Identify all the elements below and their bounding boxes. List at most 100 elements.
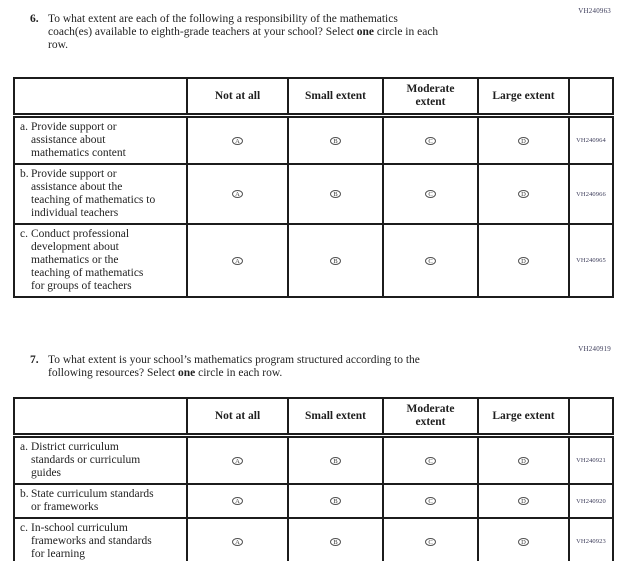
- row-label-cell: b. State curriculum standards or framewo…: [13, 483, 188, 519]
- row-letter: a.: [20, 121, 28, 133]
- bubble-not-at-all[interactable]: A: [232, 456, 243, 465]
- bubble-small-extent[interactable]: B: [330, 456, 341, 465]
- option-cell-small-extent: B: [287, 223, 384, 298]
- question-7-text: To what extent is your school’s mathemat…: [48, 354, 588, 380]
- option-cell-not-at-all: A: [186, 483, 289, 519]
- option-cell-large-extent: D: [477, 163, 570, 225]
- row-label-cell: a. Provide support or assistance about m…: [13, 114, 188, 165]
- option-cell-large-extent: D: [477, 114, 570, 165]
- bubble-moderate-extent[interactable]: C: [425, 136, 436, 145]
- row-label: Conduct professional development about m…: [31, 228, 144, 292]
- table-row: a. Provide support or assistance about m…: [13, 114, 614, 165]
- option-cell-small-extent: B: [287, 114, 384, 165]
- row-label: State curriculum standards or frameworks: [31, 488, 154, 513]
- column-header-small-extent: Small extent: [287, 397, 384, 438]
- option-cell-moderate-extent: C: [382, 434, 479, 485]
- option-cell-not-at-all: A: [186, 223, 289, 298]
- option-cell-small-extent: B: [287, 434, 384, 485]
- bubble-not-at-all[interactable]: A: [232, 136, 243, 145]
- row-code: VH240921: [568, 434, 614, 485]
- option-cell-moderate-extent: C: [382, 114, 479, 165]
- question-7-text-after: circle in each row.: [195, 367, 283, 380]
- bubble-large-extent[interactable]: D: [518, 456, 529, 465]
- row-code: VH240920: [568, 483, 614, 519]
- option-cell-large-extent: D: [477, 223, 570, 298]
- option-cell-moderate-extent: C: [382, 517, 479, 561]
- question-7-text-bold: one: [177, 367, 196, 380]
- column-header-moderate-extent: Moderate extent: [382, 77, 479, 118]
- header-code-blank: [568, 77, 614, 118]
- question-6-text-after: circle in each row.: [48, 26, 439, 52]
- option-cell-small-extent: B: [287, 483, 384, 519]
- bubble-not-at-all[interactable]: A: [232, 497, 243, 505]
- row-label: District curriculum standards or curricu…: [31, 441, 141, 479]
- table-row: a. District curriculum standards or curr…: [13, 434, 614, 485]
- question-6-block: 6. To what extent are each of the follow…: [30, 13, 588, 53]
- question-6-table: Not at all Small extent Moderate extent …: [13, 77, 614, 298]
- row-label-cell: c. In-school curriculum frameworks and s…: [13, 517, 188, 561]
- header-row: Not at all Small extent Moderate extent …: [13, 77, 614, 118]
- bubble-large-extent[interactable]: D: [518, 256, 529, 265]
- table-row: b. State curriculum standards or framewo…: [13, 483, 614, 519]
- bubble-large-extent[interactable]: D: [518, 497, 529, 505]
- row-code: VH240966: [568, 163, 614, 225]
- option-cell-moderate-extent: C: [382, 483, 479, 519]
- column-header-moderate-extent: Moderate extent: [382, 397, 479, 438]
- option-cell-large-extent: D: [477, 483, 570, 519]
- option-cell-small-extent: B: [287, 517, 384, 561]
- question-6-text: To what extent are each of the following…: [48, 13, 588, 53]
- row-code: VH240964: [568, 114, 614, 165]
- question-7-block: 7. To what extent is your school’s mathe…: [30, 354, 588, 380]
- row-letter: b.: [20, 488, 29, 500]
- row-label-cell: a. District curriculum standards or curr…: [13, 434, 188, 485]
- column-header-not-at-all: Not at all: [186, 77, 289, 118]
- bubble-not-at-all[interactable]: A: [232, 256, 243, 265]
- bubble-small-extent[interactable]: B: [330, 537, 341, 546]
- row-code: VH240923: [568, 517, 614, 561]
- column-header-large-extent: Large extent: [477, 397, 570, 438]
- header-blank: [13, 397, 188, 438]
- bubble-moderate-extent[interactable]: C: [425, 456, 436, 465]
- row-label-cell: c. Conduct professional development abou…: [13, 223, 188, 298]
- row-letter: a.: [20, 441, 28, 453]
- question-7-table: Not at all Small extent Moderate extent …: [13, 397, 614, 561]
- row-label-cell: b. Provide support or assistance about t…: [13, 163, 188, 225]
- bubble-large-extent[interactable]: D: [518, 537, 529, 546]
- option-cell-not-at-all: A: [186, 163, 289, 225]
- bubble-not-at-all[interactable]: A: [232, 190, 243, 198]
- option-cell-large-extent: D: [477, 517, 570, 561]
- question-6-text-bold: one: [356, 26, 375, 39]
- table-row: c. In-school curriculum frameworks and s…: [13, 517, 614, 561]
- bubble-moderate-extent[interactable]: C: [425, 497, 436, 505]
- header-row: Not at all Small extent Moderate extent …: [13, 397, 614, 438]
- option-cell-large-extent: D: [477, 434, 570, 485]
- question-7-number: 7.: [30, 354, 39, 366]
- bubble-moderate-extent[interactable]: C: [425, 537, 436, 546]
- bubble-large-extent[interactable]: D: [518, 190, 529, 198]
- option-cell-not-at-all: A: [186, 434, 289, 485]
- bubble-moderate-extent[interactable]: C: [425, 190, 436, 198]
- row-label: Provide support or assistance about the …: [31, 168, 156, 219]
- column-header-large-extent: Large extent: [477, 77, 570, 118]
- question-7-text-before: To what extent is your school’s mathemat…: [48, 354, 420, 380]
- table-row: b. Provide support or assistance about t…: [13, 163, 614, 225]
- row-letter: c.: [20, 228, 28, 240]
- bubble-large-extent[interactable]: D: [518, 136, 529, 145]
- table-row: c. Conduct professional development abou…: [13, 223, 614, 298]
- bubble-small-extent[interactable]: B: [330, 497, 341, 505]
- row-letter: c.: [20, 522, 28, 534]
- header-blank: [13, 77, 188, 118]
- row-label: In-school curriculum frameworks and stan…: [31, 522, 152, 560]
- question-7-page-code: VH240919: [578, 345, 611, 353]
- row-label: Provide support or assistance about math…: [31, 121, 126, 159]
- bubble-small-extent[interactable]: B: [330, 256, 341, 265]
- column-header-not-at-all: Not at all: [186, 397, 289, 438]
- bubble-not-at-all[interactable]: A: [232, 537, 243, 546]
- option-cell-not-at-all: A: [186, 517, 289, 561]
- column-header-small-extent: Small extent: [287, 77, 384, 118]
- row-letter: b.: [20, 168, 29, 180]
- bubble-small-extent[interactable]: B: [330, 190, 341, 198]
- bubble-small-extent[interactable]: B: [330, 136, 341, 145]
- bubble-moderate-extent[interactable]: C: [425, 256, 436, 265]
